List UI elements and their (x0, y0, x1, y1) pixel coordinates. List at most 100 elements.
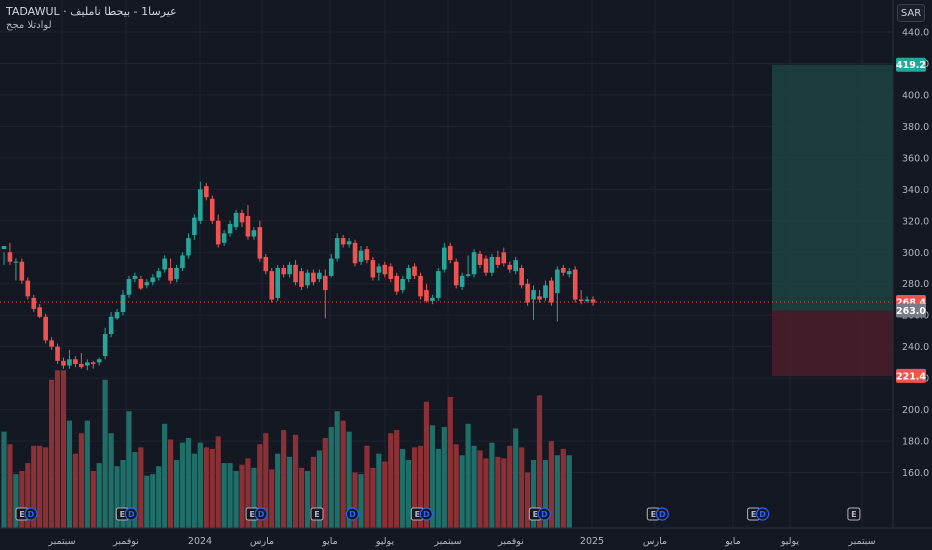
candle[interactable] (364, 245, 370, 264)
dividend-event-icon[interactable] (254, 507, 268, 521)
candle[interactable] (114, 308, 120, 320)
candle[interactable] (370, 256, 376, 281)
candle[interactable] (1, 245, 7, 265)
dividend-event-icon[interactable] (755, 507, 770, 521)
candle[interactable] (138, 275, 144, 291)
candle[interactable] (453, 258, 459, 289)
candle[interactable] (162, 255, 167, 273)
candle[interactable] (108, 312, 114, 338)
candle[interactable] (156, 268, 161, 281)
price-axis[interactable]: 160.0180.0200.0220.0240.0260.0280.0300.0… (892, 0, 932, 528)
candle[interactable] (192, 214, 197, 240)
candle[interactable] (73, 356, 78, 368)
candle[interactable] (85, 359, 90, 371)
candle[interactable] (186, 233, 191, 259)
candle[interactable] (55, 343, 60, 364)
candle[interactable] (299, 268, 304, 291)
candle[interactable] (31, 294, 37, 313)
candle[interactable] (96, 357, 102, 366)
candle[interactable] (233, 209, 239, 231)
candle[interactable] (412, 263, 417, 280)
candle[interactable] (209, 195, 215, 224)
candle[interactable] (245, 205, 251, 240)
candle[interactable] (334, 233, 340, 262)
candle[interactable] (382, 261, 388, 278)
candle[interactable] (459, 272, 465, 291)
earnings-event-icon[interactable] (310, 507, 324, 521)
candle[interactable] (495, 250, 501, 268)
candle[interactable] (507, 261, 513, 273)
candle[interactable] (328, 253, 334, 278)
candle[interactable] (305, 269, 310, 289)
candle[interactable] (465, 255, 471, 278)
candle[interactable] (61, 357, 66, 369)
candle[interactable] (584, 296, 590, 303)
candle[interactable] (566, 268, 572, 278)
candle[interactable] (376, 263, 382, 281)
candle[interactable] (67, 349, 72, 369)
candle[interactable] (120, 290, 126, 316)
candle[interactable] (251, 227, 257, 240)
candle[interactable] (132, 272, 138, 283)
candle[interactable] (543, 280, 548, 302)
candle[interactable] (311, 269, 316, 286)
earnings-event-icon[interactable] (847, 507, 861, 521)
candle[interactable] (79, 352, 84, 369)
dividend-event-icon[interactable] (124, 507, 138, 521)
candle[interactable] (204, 183, 209, 201)
candle[interactable] (144, 279, 150, 289)
dividend-event-icon[interactable] (419, 507, 433, 521)
candle[interactable] (352, 239, 358, 267)
candle[interactable] (394, 272, 399, 295)
candle[interactable] (7, 242, 13, 265)
candle[interactable] (561, 264, 566, 276)
candle[interactable] (287, 261, 292, 278)
candle[interactable] (418, 272, 423, 300)
candle[interactable] (269, 268, 275, 303)
candle[interactable] (578, 290, 584, 305)
dividend-event-icon[interactable] (24, 507, 38, 521)
candle[interactable] (477, 250, 483, 268)
time-axis[interactable]: سبتمبر نوفمبر 2024 مارس مايو يوليو سبتمبر نوفمب… (0, 527, 932, 550)
candle[interactable] (90, 360, 96, 369)
candle[interactable] (13, 258, 19, 281)
candle[interactable] (525, 279, 530, 306)
candle[interactable] (471, 249, 477, 278)
candle[interactable] (447, 242, 453, 264)
candle[interactable] (180, 252, 185, 272)
candle[interactable] (531, 285, 536, 320)
dividend-event-icon[interactable] (345, 507, 359, 521)
candle[interactable] (227, 220, 233, 237)
candle[interactable] (323, 269, 328, 319)
dividend-event-icon[interactable] (537, 507, 551, 521)
candle[interactable] (436, 268, 441, 302)
candle[interactable] (400, 275, 405, 294)
candle[interactable] (483, 255, 489, 276)
candle[interactable] (424, 283, 429, 303)
candle[interactable] (221, 230, 227, 246)
candle[interactable] (346, 238, 352, 248)
candle[interactable] (572, 266, 578, 303)
candle[interactable] (501, 247, 507, 267)
candle[interactable] (102, 327, 108, 360)
candle[interactable] (442, 242, 447, 273)
candle[interactable] (126, 275, 132, 298)
candle[interactable] (168, 258, 173, 284)
candle[interactable] (174, 264, 179, 283)
candlesticks[interactable] (1, 181, 596, 371)
candle[interactable] (275, 264, 280, 302)
candle[interactable] (215, 214, 221, 248)
candle[interactable] (430, 294, 435, 305)
currency-button[interactable]: SAR (897, 4, 925, 22)
candle[interactable] (257, 220, 263, 262)
candle[interactable] (358, 245, 364, 265)
candle[interactable] (537, 290, 542, 303)
candle[interactable] (281, 264, 286, 278)
position-zones[interactable] (772, 64, 893, 376)
candle[interactable] (239, 209, 245, 228)
candle[interactable] (43, 313, 48, 344)
candle[interactable] (25, 277, 31, 300)
candle[interactable] (317, 269, 322, 283)
